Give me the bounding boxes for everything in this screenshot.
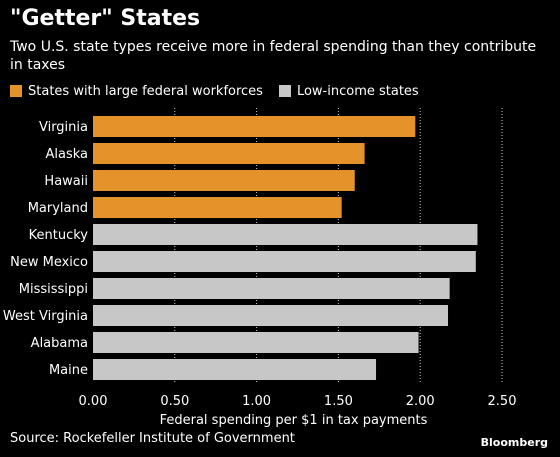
bar [93,251,476,272]
chart-title: "Getter" States [10,6,201,31]
legend-swatch-orange [10,85,22,97]
category-label: Mississippi [19,282,88,297]
bloomberg-logo: Bloomberg [480,436,548,449]
bar [93,143,365,164]
source-note: Source: Rockefeller Institute of Governm… [10,431,295,446]
legend-label-low-income: Low-income states [296,83,419,99]
legend-item-low-income: Low-income states [278,83,419,99]
category-label: Maryland [28,201,88,216]
bar [93,359,377,380]
x-tick-label: 0.00 [79,394,108,408]
chart-subtitle: Two U.S. state types receive more in fed… [10,39,537,73]
x-tick-label: 1.00 [242,394,271,408]
category-label: Maine [49,363,88,378]
bar [93,170,355,191]
category-label: Hawaii [44,174,88,189]
x-tick-label: 2.00 [406,394,435,408]
x-axis-title: Federal spending per $1 in tax payments [159,413,428,428]
x-tick-label: 0.50 [160,394,189,408]
bar [93,197,342,218]
category-label: West Virginia [3,309,88,324]
legend-label-federal-workforce: States with large federal workforces [28,83,263,99]
bar [93,305,449,326]
legend-swatch-gray [278,85,291,97]
legend-item-federal-workforce: States with large federal workforces [10,84,263,99]
bar [93,116,416,137]
x-tick-label: 2.50 [488,394,517,408]
category-label: New Mexico [10,255,88,270]
category-label: Alabama [31,336,88,351]
category-label: Alaska [45,147,88,162]
x-tick-label: 1.50 [324,394,353,408]
bar [93,278,450,299]
bar-chart: Virginia Alaska Hawaii Maryland Kentucky New … [3,108,517,408]
bar [93,224,478,245]
category-label: Virginia [39,120,88,135]
category-label: Kentucky [29,228,89,243]
legend: States with large federal workforces Low… [10,83,435,99]
bar [93,332,419,353]
